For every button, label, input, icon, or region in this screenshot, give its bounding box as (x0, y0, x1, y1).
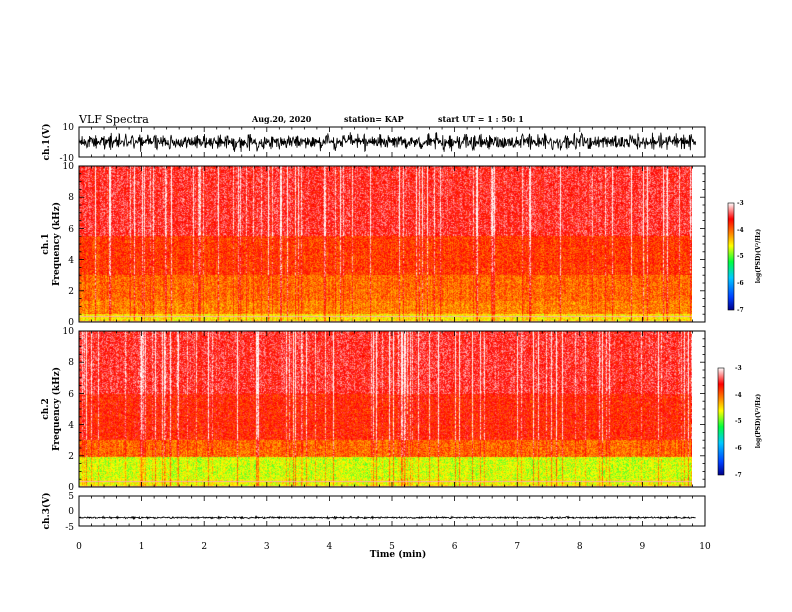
ch1-freq-tick: 10 (63, 162, 75, 172)
ch2-spec-chlabel: ch.2 (41, 398, 51, 419)
time-tick-label: 10 (699, 542, 711, 552)
ch1-spec-chlabel: ch.1 (41, 233, 51, 254)
colorbar-ch1-tick: -4 (737, 227, 744, 234)
date-label: Aug.20, 2020 (251, 114, 312, 124)
ch1-freq-tick: 6 (68, 225, 74, 235)
ch3-wave-ylabel: ch.3(V) (41, 493, 52, 530)
ch1-spectrogram-panel: 0 2 4 6 8 10 ch.1 Frequency (kHz) (41, 162, 706, 328)
ch2-freq-tick: 10 (63, 327, 75, 337)
colorbar-ch2-gradient (718, 368, 724, 475)
colorbar-ch2-tick: -6 (735, 445, 742, 452)
colorbar-ch2-tick: -4 (735, 392, 742, 399)
time-tick-label: 4 (327, 542, 333, 552)
ch2-freq-tick: 6 (68, 390, 74, 400)
time-tick-label: 1 (139, 542, 145, 552)
figure-title: VLF Spectra (78, 113, 149, 126)
colorbar-ch2-tick: -5 (735, 418, 742, 425)
ch1-freq-tick: 2 (68, 287, 74, 297)
ch3-wave-ytick: 0 (68, 507, 74, 517)
start-time-label: start UT = 1 : 50: 1 (438, 114, 524, 124)
time-tick-label: 3 (264, 542, 270, 552)
ch1-spectrogram-image (79, 166, 692, 322)
colorbar-ch2: -3 -4 -5 -6 -7 log(PSD)(V²/Hz) (717, 365, 762, 479)
time-axis-ticks: 0 1 2 3 4 5 6 7 8 9 10 (76, 542, 711, 552)
time-tick-label: 9 (640, 542, 646, 552)
station-label: station= KAP (344, 114, 404, 124)
ch3-waveform-line (78, 515, 696, 521)
ch1-freq-tick: 8 (68, 193, 74, 203)
ch1-freq-ylabel: Frequency (kHz) (51, 202, 62, 286)
time-tick-label: 6 (452, 542, 458, 552)
colorbar-ch1-tick: -3 (737, 200, 744, 207)
ch1-wave-ytick: -10 (60, 154, 75, 164)
time-tick-label: 7 (514, 542, 520, 552)
time-tick-label: 2 (201, 542, 207, 552)
ch1-freq-tick: 4 (68, 256, 74, 266)
ch1-wave-panel: 10 -10 ch.1(V) (41, 123, 706, 164)
ch1-wave-ytick: 10 (63, 123, 75, 133)
colorbar-ch1-frame (727, 202, 735, 311)
colorbar-ch2-tick: -7 (735, 472, 742, 479)
time-tick-label: 0 (76, 542, 82, 552)
colorbar-ch2-tick: -3 (735, 365, 742, 372)
ch3-wave-panel: 5 0 -5 ch.3(V) (41, 492, 706, 533)
ch2-freq-tick: 2 (68, 452, 74, 462)
tick-marks (78, 127, 706, 526)
ch3-wave-ytick: -5 (65, 523, 74, 533)
ch1-wave-ylabel: ch.1(V) (41, 124, 52, 161)
colorbar-ch2-frame (717, 367, 725, 476)
ch2-freq-tick: 4 (68, 421, 74, 431)
colorbar-ch1-tick: -7 (737, 307, 744, 314)
time-tick-label: 5 (389, 542, 395, 552)
ch1-waveform-line (78, 132, 696, 153)
ch2-freq-ylabel: Frequency (kHz) (51, 367, 62, 451)
ch2-freq-tick: 8 (68, 358, 74, 368)
ch2-spectrogram-panel: 0 2 4 6 8 10 ch.2 Frequency (kHz) (41, 327, 706, 493)
time-axis-label: Time (min) (370, 549, 427, 560)
ch2-freq-tick: 0 (68, 483, 74, 493)
time-tick-label: 8 (577, 542, 583, 552)
colorbar-ch1-tick: -5 (737, 253, 744, 260)
colorbar-ch1-label: log(PSD)(V²/Hz) (755, 229, 762, 284)
colorbar-ch1-tick: -6 (737, 280, 744, 287)
colorbar-ch1-gradient (728, 203, 734, 310)
ch2-spectrogram-image (79, 331, 692, 487)
colorbar-ch2-label: log(PSD)(V²/Hz) (755, 394, 762, 449)
ch3-wave-ytick: 5 (68, 492, 74, 502)
ch1-freq-tick: 0 (68, 318, 74, 328)
colorbar-ch1: -3 -4 -5 -6 -7 log(PSD)(V²/Hz) (727, 200, 762, 314)
